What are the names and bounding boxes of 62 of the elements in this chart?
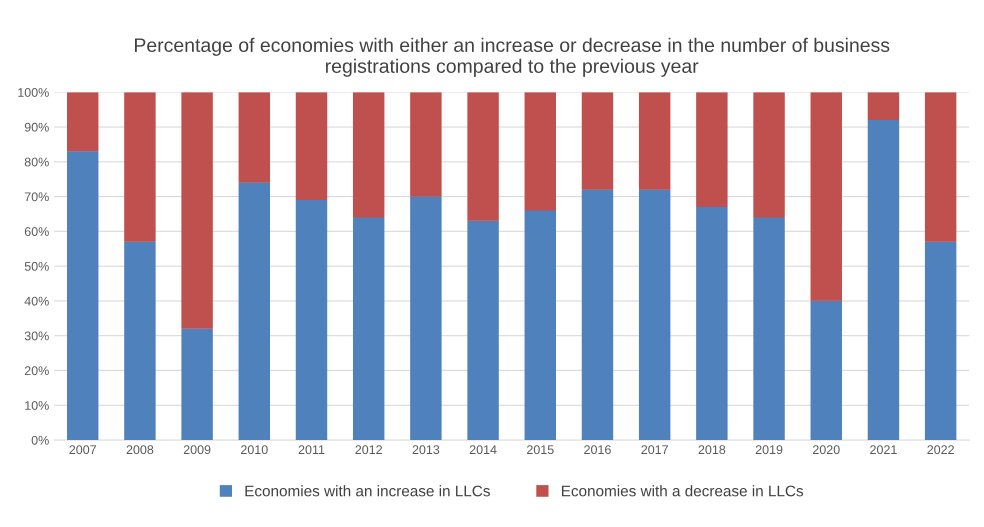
y-tick-label: 0% (32, 436, 49, 445)
bar (238, 92, 270, 183)
x-tick-label: 2008 (126, 445, 154, 454)
x-tick-label: 2010 (241, 445, 268, 454)
bar (524, 92, 556, 210)
chart-title: Percentage of economies with either an increase or decrease in the number of business registrations compared to the previous year (135, 38, 890, 77)
bar (638, 190, 670, 440)
bar (124, 242, 156, 440)
bar (753, 92, 785, 218)
bar (66, 92, 98, 152)
bar (181, 328, 213, 440)
bar (296, 92, 328, 200)
bar (238, 182, 270, 440)
x-tick-label: 2015 (527, 445, 554, 454)
x-tick-label: 2009 (184, 445, 210, 454)
y-tick-label: 50% (24, 262, 49, 271)
bar (868, 120, 900, 440)
bar (924, 242, 956, 440)
bar (810, 300, 842, 440)
x-tick-label: 2018 (698, 445, 726, 454)
bar (582, 190, 614, 440)
bar (753, 217, 785, 440)
y-tick-label: 90% (24, 122, 49, 132)
y-tick-label: 30% (24, 332, 49, 340)
bar (810, 92, 842, 301)
bar (352, 217, 384, 440)
bar (296, 200, 328, 440)
bar (467, 220, 499, 440)
bar (410, 92, 442, 197)
x-tick-label: 2022 (927, 445, 954, 454)
x-tick-label: 2013 (412, 445, 440, 454)
x-tick-label: 2011 (298, 445, 324, 454)
x-tick-label: 2021 (870, 445, 897, 454)
bar (696, 92, 728, 208)
legend-label: Economies with a decrease in LLCs (562, 485, 804, 496)
x-tick-label: 2007 (69, 445, 96, 454)
x-tick-label: 2012 (355, 445, 382, 454)
bar (181, 92, 213, 329)
bar (352, 92, 384, 218)
x-tick-label: 2020 (812, 445, 840, 454)
bar (924, 92, 956, 242)
bar (124, 92, 156, 242)
y-tick-label: 70% (24, 192, 49, 202)
y-tick-label: 80% (24, 158, 49, 166)
bar (696, 207, 728, 440)
bar (410, 196, 442, 440)
y-tick-label: 10% (25, 401, 49, 410)
x-tick-label: 2019 (756, 445, 782, 454)
bar (868, 92, 900, 120)
x-tick-label: 2016 (584, 445, 611, 454)
bar (467, 92, 499, 221)
x-tick-label: 2017 (641, 445, 668, 454)
y-tick-label: 60% (24, 227, 49, 236)
y-tick-label: 100% (18, 88, 49, 97)
y-tick-label: 20% (24, 366, 49, 376)
bar (582, 92, 614, 190)
y-tick-label: 40% (24, 296, 49, 306)
bar (66, 151, 98, 440)
bar (638, 92, 670, 190)
bar (524, 210, 556, 440)
x-tick-label: 2014 (470, 445, 497, 454)
legend-label: Economies with an increase in LLCs (245, 485, 490, 496)
